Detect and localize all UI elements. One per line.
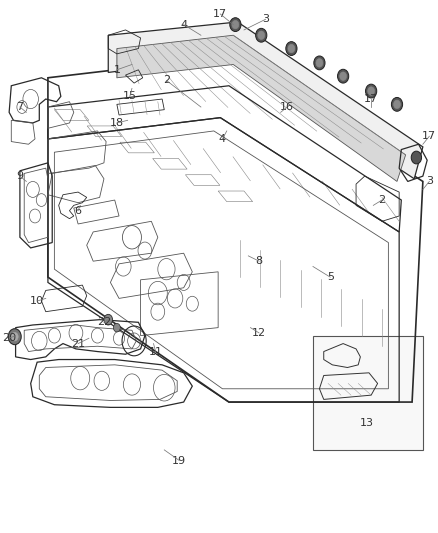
Circle shape (392, 98, 403, 111)
Circle shape (338, 69, 349, 83)
Circle shape (394, 100, 400, 109)
Text: 2: 2 (378, 195, 385, 205)
Circle shape (104, 314, 113, 325)
Text: 17: 17 (213, 9, 227, 19)
Circle shape (367, 87, 374, 95)
Circle shape (232, 20, 239, 29)
Text: 13: 13 (360, 418, 374, 429)
Text: 6: 6 (74, 206, 81, 216)
Text: 12: 12 (252, 328, 266, 338)
Circle shape (230, 18, 241, 31)
Text: 19: 19 (172, 456, 187, 465)
Text: 16: 16 (280, 102, 294, 112)
Circle shape (286, 42, 297, 55)
Circle shape (288, 44, 295, 53)
Text: 22: 22 (97, 317, 111, 327)
Circle shape (11, 333, 18, 341)
Circle shape (8, 329, 21, 345)
Text: 11: 11 (148, 346, 162, 357)
FancyBboxPatch shape (313, 336, 423, 450)
Polygon shape (117, 35, 406, 181)
Circle shape (366, 84, 377, 98)
Circle shape (411, 151, 421, 164)
Text: 3: 3 (262, 14, 269, 25)
Text: 17: 17 (422, 131, 436, 141)
Circle shape (314, 56, 325, 70)
Text: 17: 17 (364, 94, 378, 104)
Text: 5: 5 (327, 272, 334, 282)
Circle shape (316, 59, 323, 67)
Text: 3: 3 (426, 176, 433, 187)
Polygon shape (108, 22, 423, 179)
Text: 21: 21 (71, 338, 85, 349)
Text: 20: 20 (2, 333, 16, 343)
Text: 1: 1 (113, 65, 120, 75)
Text: 8: 8 (255, 256, 263, 266)
Text: 2: 2 (163, 76, 170, 85)
Text: 15: 15 (123, 91, 137, 101)
Text: 18: 18 (110, 118, 124, 128)
Circle shape (256, 28, 267, 42)
Text: 4: 4 (180, 20, 187, 30)
Text: 7: 7 (16, 102, 24, 112)
Text: 9: 9 (16, 171, 24, 181)
Circle shape (258, 31, 265, 39)
Text: 4: 4 (219, 134, 226, 144)
Circle shape (113, 324, 120, 332)
Text: 10: 10 (30, 296, 44, 306)
Circle shape (340, 72, 346, 80)
